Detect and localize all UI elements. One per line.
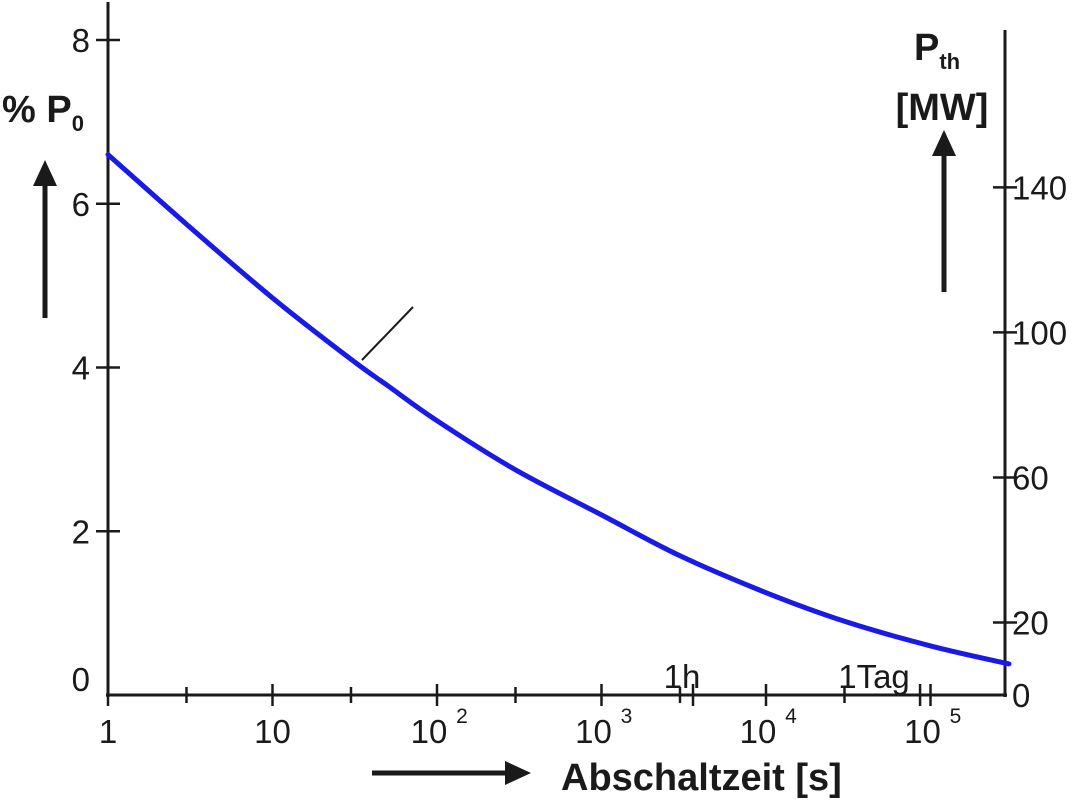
right-y-axis-ticks: 0 20 60 100 140 [993, 169, 1067, 714]
curve-callout-line [361, 306, 414, 361]
left-y-tick-label: 2 [72, 513, 90, 550]
left-y-tick-label: 4 [72, 350, 90, 387]
decay-heat-curve [105, 152, 1012, 667]
x-tick-label: 1 [99, 713, 117, 750]
annotation-1h: 1h [664, 658, 701, 695]
right-y-tick-label: 140 [1012, 169, 1067, 206]
right-y-axis-unit: [MW] [896, 87, 989, 129]
left-y-axis-ticks: 0 2 4 6 8 [72, 22, 120, 698]
x-tick-label: 10 [575, 713, 612, 750]
left-y-tick-label: 0 [72, 661, 90, 698]
right-y-tick-label: 60 [1012, 459, 1049, 496]
left-y-axis-label: % P0 [2, 89, 84, 136]
right-y-tick-label: 100 [1012, 314, 1067, 351]
x-axis-label: Abschaltzeit [s] [561, 757, 842, 799]
left-up-arrow-icon [33, 160, 57, 318]
x-right-arrow-icon [372, 761, 531, 785]
x-tick-exponent: 4 [785, 705, 797, 728]
left-y-tick-label: 6 [72, 186, 90, 223]
right-y-axis-label: Pth [914, 27, 960, 74]
x-axis-ticks: 1 10 10 2 10 3 10 4 10 5 [99, 684, 962, 750]
right-y-tick-label: 0 [1012, 677, 1030, 714]
x-tick-label: 10 [254, 713, 291, 750]
x-tick-exponent: 3 [621, 705, 633, 728]
x-tick-label: 10 [904, 713, 941, 750]
x-tick-label: 10 [411, 713, 448, 750]
x-tick-exponent: 2 [456, 705, 468, 728]
right-y-tick-label: 20 [1012, 604, 1049, 641]
left-y-tick-label: 8 [72, 22, 90, 59]
x-tick-label: 10 [740, 713, 777, 750]
right-up-arrow-icon [932, 130, 956, 292]
x-tick-exponent: 5 [950, 705, 962, 728]
annotation-1tag: 1Tag [838, 658, 910, 695]
